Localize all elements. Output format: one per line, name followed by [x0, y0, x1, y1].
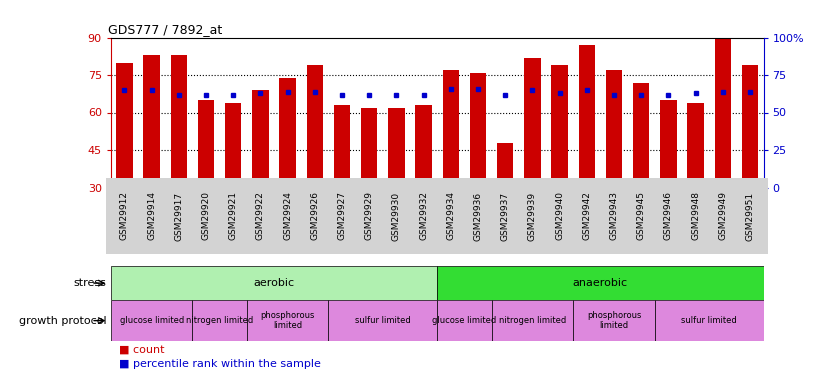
- Text: GSM29926: GSM29926: [310, 191, 319, 240]
- Bar: [573, 300, 655, 341]
- Bar: [687, 102, 704, 188]
- Text: GSM29929: GSM29929: [365, 191, 374, 240]
- Bar: [252, 90, 268, 188]
- Text: GSM29934: GSM29934: [447, 191, 456, 240]
- Bar: [307, 65, 323, 188]
- Text: glucose limited: glucose limited: [432, 316, 497, 325]
- Bar: [714, 27, 731, 188]
- Text: sulfur limited: sulfur limited: [355, 316, 410, 325]
- Bar: [279, 78, 296, 188]
- Text: GSM29937: GSM29937: [501, 191, 510, 241]
- Text: ■ percentile rank within the sample: ■ percentile rank within the sample: [119, 358, 321, 369]
- Text: anaerobic: anaerobic: [573, 278, 628, 288]
- Bar: [525, 57, 540, 188]
- Bar: [470, 72, 486, 188]
- Bar: [111, 266, 438, 300]
- Text: GSM29921: GSM29921: [229, 191, 238, 240]
- Text: glucose limited: glucose limited: [120, 316, 184, 325]
- Text: GSM29920: GSM29920: [201, 191, 210, 240]
- Text: GDS777 / 7892_at: GDS777 / 7892_at: [108, 23, 222, 36]
- Text: GSM29930: GSM29930: [392, 191, 401, 241]
- Text: GSM29951: GSM29951: [745, 191, 754, 241]
- Text: GSM29922: GSM29922: [256, 191, 265, 240]
- Text: GSM29949: GSM29949: [718, 191, 727, 240]
- Bar: [438, 266, 764, 300]
- Bar: [443, 70, 459, 188]
- Text: GSM29932: GSM29932: [419, 191, 428, 240]
- Text: GSM29943: GSM29943: [609, 191, 618, 240]
- Bar: [388, 108, 405, 188]
- Bar: [438, 300, 492, 341]
- Text: GSM29940: GSM29940: [555, 191, 564, 240]
- Bar: [144, 55, 160, 188]
- Text: GSM29912: GSM29912: [120, 191, 129, 240]
- Text: GSM29945: GSM29945: [636, 191, 645, 240]
- Bar: [361, 108, 378, 188]
- Bar: [742, 65, 758, 188]
- Text: stress: stress: [74, 278, 107, 288]
- Bar: [192, 300, 247, 341]
- Text: sulfur limited: sulfur limited: [681, 316, 737, 325]
- Text: GSM29914: GSM29914: [147, 191, 156, 240]
- Text: GSM29948: GSM29948: [691, 191, 700, 240]
- Text: nitrogen limited: nitrogen limited: [186, 316, 253, 325]
- Text: GSM29939: GSM29939: [528, 191, 537, 241]
- Text: GSM29936: GSM29936: [474, 191, 483, 241]
- Text: aerobic: aerobic: [254, 278, 295, 288]
- Text: phosphorous
limited: phosphorous limited: [587, 311, 641, 330]
- Bar: [225, 102, 241, 188]
- Text: ■ count: ■ count: [119, 345, 164, 355]
- Bar: [117, 63, 133, 188]
- Text: phosphorous
limited: phosphorous limited: [260, 311, 314, 330]
- Text: nitrogen limited: nitrogen limited: [498, 316, 566, 325]
- Text: GSM29917: GSM29917: [174, 191, 183, 241]
- Bar: [415, 105, 432, 188]
- Text: GSM29942: GSM29942: [582, 191, 591, 240]
- Bar: [328, 300, 438, 341]
- Bar: [247, 300, 328, 341]
- Bar: [492, 300, 573, 341]
- Text: GSM29924: GSM29924: [283, 191, 292, 240]
- Bar: [633, 82, 649, 188]
- Bar: [655, 300, 764, 341]
- Bar: [606, 70, 622, 188]
- Bar: [171, 55, 187, 188]
- Bar: [497, 142, 513, 188]
- Bar: [660, 100, 677, 188]
- Text: growth protocol: growth protocol: [19, 316, 107, 326]
- Text: GSM29927: GSM29927: [337, 191, 346, 240]
- Bar: [334, 105, 351, 188]
- Bar: [579, 45, 595, 188]
- Text: GSM29946: GSM29946: [664, 191, 673, 240]
- Bar: [552, 65, 568, 188]
- Bar: [198, 100, 214, 188]
- Bar: [111, 300, 192, 341]
